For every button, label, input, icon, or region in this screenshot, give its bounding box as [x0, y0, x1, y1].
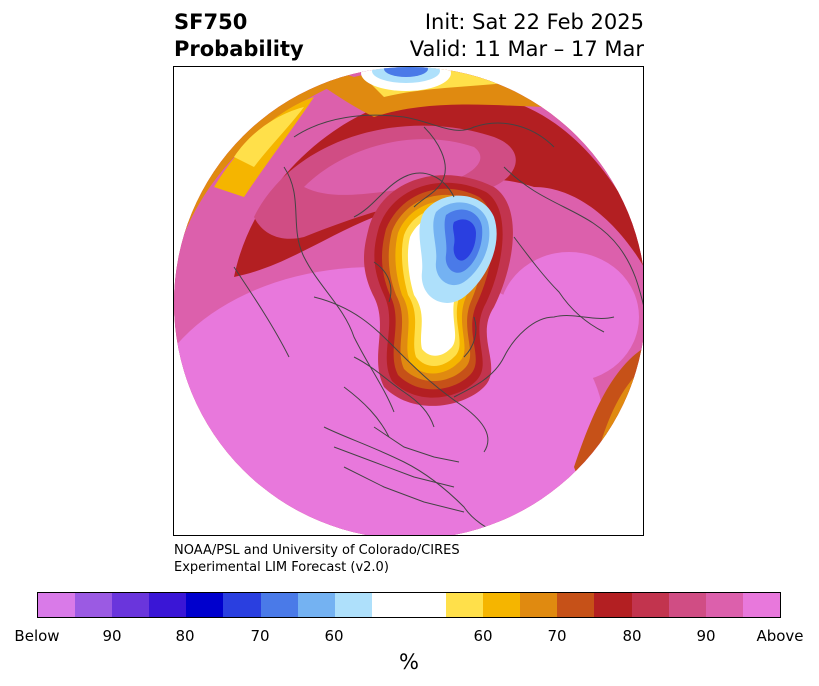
field-cold-top-b70: [384, 67, 428, 77]
field-polar-b75: [453, 219, 476, 261]
colorbar-swatch: [297, 593, 335, 617]
colorbar-tick-label: 80: [622, 627, 642, 645]
coastlines: [233, 76, 643, 535]
colorbar-tick-label: 70: [547, 627, 567, 645]
colorbar-swatch: [334, 593, 372, 617]
colorbar-swatch: [520, 593, 558, 617]
credit-line-1: NOAA/PSL and University of Colorado/CIRE…: [174, 543, 460, 558]
colorbar-tick-label: 80: [175, 627, 195, 645]
colorbar-tick-label: 90: [102, 627, 122, 645]
colorbar-swatch: [149, 593, 187, 617]
colorbar-swatch: [186, 593, 224, 617]
colorbar-swatch: [483, 593, 521, 617]
colorbar-swatch: [631, 593, 669, 617]
colorbar-swatch: [668, 593, 706, 617]
colorbar-swatch: [75, 593, 113, 617]
colorbar-tick-label: 60: [473, 627, 493, 645]
credit-line-2: Experimental LIM Forecast (v2.0): [174, 560, 389, 575]
probability-field: [174, 67, 643, 535]
field-region-above-east: [499, 252, 639, 382]
field-band-nw-p50: [234, 107, 304, 167]
colorbar-tick-label: Below: [14, 627, 60, 645]
colorbar-tick-label: 70: [250, 627, 270, 645]
colorbar-tick-label: 60: [324, 627, 344, 645]
probability-map-svg: [174, 67, 643, 535]
polar-map: [173, 66, 644, 536]
colorbar-swatch: [260, 593, 298, 617]
colorbar-swatch: [223, 593, 261, 617]
colorbar-swatch: [446, 593, 484, 617]
colorbar-tick-label: Above: [756, 627, 804, 645]
colorbar-swatch: [594, 593, 632, 617]
init-date: Init: Sat 22 Feb 2025: [424, 10, 644, 34]
valid-period: Valid: 11 Mar – 17 Mar: [409, 37, 644, 61]
colorbar: [37, 592, 781, 618]
colorbar-swatch: [742, 593, 780, 617]
map-subtitle: Probability: [174, 37, 304, 61]
colorbar-swatch: [705, 593, 743, 617]
colorbar-swatch: [557, 593, 595, 617]
colorbar-swatch: [112, 593, 150, 617]
map-title: SF750: [174, 10, 248, 34]
colorbar-swatch: [371, 593, 447, 617]
colorbar-tick-label: 90: [696, 627, 716, 645]
colorbar-swatch: [38, 593, 76, 617]
colorbar-unit: %: [399, 650, 419, 674]
